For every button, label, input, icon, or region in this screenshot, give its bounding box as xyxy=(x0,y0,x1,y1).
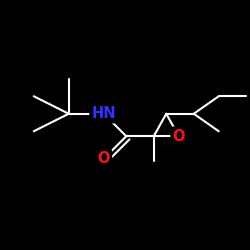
Text: O: O xyxy=(98,151,110,166)
Text: HN: HN xyxy=(92,106,116,121)
Text: O: O xyxy=(172,129,185,144)
